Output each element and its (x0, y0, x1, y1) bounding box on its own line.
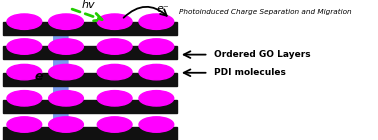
Bar (3, 73, 177, 86)
Ellipse shape (139, 64, 174, 80)
Bar (3, 22, 177, 35)
Text: Ordered GO Layers: Ordered GO Layers (214, 50, 310, 59)
Text: Photoinduced Charge Separation and Migration: Photoinduced Charge Separation and Migra… (179, 9, 352, 15)
Text: hv: hv (82, 0, 95, 10)
Ellipse shape (7, 64, 42, 80)
Ellipse shape (7, 39, 42, 54)
Text: e⁻: e⁻ (34, 70, 49, 83)
Ellipse shape (139, 14, 174, 29)
Ellipse shape (49, 91, 84, 106)
Ellipse shape (97, 14, 132, 29)
Ellipse shape (139, 39, 174, 54)
FancyArrow shape (50, 26, 72, 133)
Ellipse shape (139, 117, 174, 132)
Ellipse shape (49, 39, 84, 54)
Ellipse shape (49, 64, 84, 80)
Ellipse shape (97, 91, 132, 106)
Bar (3, 127, 177, 140)
Ellipse shape (97, 117, 132, 132)
Ellipse shape (139, 91, 174, 106)
Ellipse shape (7, 14, 42, 29)
Ellipse shape (97, 64, 132, 80)
Text: PDI molecules: PDI molecules (214, 68, 285, 77)
Ellipse shape (49, 117, 84, 132)
Ellipse shape (49, 14, 84, 29)
Ellipse shape (7, 117, 42, 132)
Bar (3, 100, 177, 113)
Text: e⁻: e⁻ (157, 4, 170, 14)
Ellipse shape (7, 91, 42, 106)
Bar (3, 46, 177, 59)
Ellipse shape (97, 39, 132, 54)
FancyArrow shape (50, 26, 72, 133)
